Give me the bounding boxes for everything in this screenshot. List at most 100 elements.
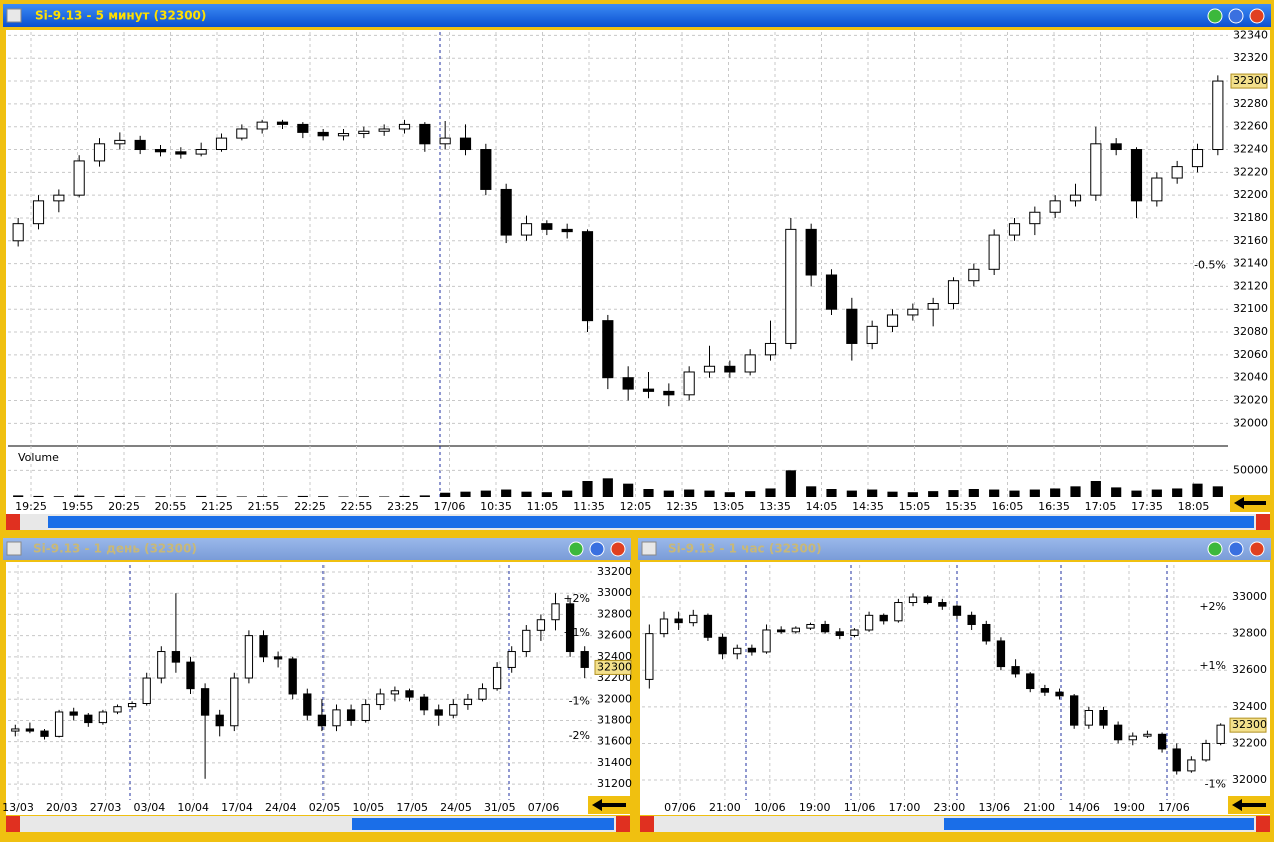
percent-label: -2% xyxy=(569,729,590,742)
volume-bar xyxy=(318,496,329,497)
candle-body xyxy=(724,365,736,373)
percent-label: -0.5% xyxy=(1194,258,1226,271)
volume-bar xyxy=(175,496,186,497)
close-button[interactable] xyxy=(610,541,626,557)
scroll-left[interactable] xyxy=(6,514,20,530)
title-bar[interactable] xyxy=(3,538,631,560)
candle-body xyxy=(967,614,976,625)
x-tick-label: 19:25 xyxy=(15,500,47,513)
candle-body xyxy=(1055,691,1064,697)
candle-body xyxy=(40,730,49,737)
volume-bar xyxy=(643,489,654,497)
minimize-button[interactable] xyxy=(1207,541,1223,557)
candle-body xyxy=(12,223,24,242)
candle-body xyxy=(200,688,210,716)
x-tick-label: 14/06 xyxy=(1068,801,1100,814)
chart-area xyxy=(6,562,630,815)
scroll-right[interactable] xyxy=(1256,816,1270,832)
x-tick-label: 11:05 xyxy=(527,500,559,513)
close-button[interactable] xyxy=(1249,8,1265,24)
y-tick-label: 32180 xyxy=(1233,211,1268,224)
volume-bar xyxy=(196,495,207,497)
candle-body xyxy=(982,623,991,642)
candle-body xyxy=(923,596,932,604)
volume-bar xyxy=(948,490,959,497)
scroll-thumb[interactable] xyxy=(48,516,1254,528)
candle-body xyxy=(520,223,533,236)
candle-body xyxy=(927,303,939,310)
minimize-button[interactable] xyxy=(1207,8,1223,24)
candle-body xyxy=(54,711,64,737)
x-tick-label: 20:55 xyxy=(155,500,187,513)
volume-bar xyxy=(907,492,918,497)
candle-body xyxy=(449,704,458,716)
candle-body xyxy=(565,603,575,653)
window-5min: Si-9.13 - 5 минут (32300) xyxy=(0,0,1274,533)
candle-body xyxy=(1070,695,1079,726)
scroll-right[interactable] xyxy=(616,816,630,832)
candle-body xyxy=(645,633,654,680)
y-tick-label: 32120 xyxy=(1233,279,1268,292)
volume-bar xyxy=(663,490,674,497)
close-button[interactable] xyxy=(1249,541,1265,557)
x-tick-label: 02/05 xyxy=(309,801,341,814)
candle-body xyxy=(215,137,228,151)
candle-body xyxy=(785,228,797,344)
scroll-left[interactable] xyxy=(6,816,20,832)
x-tick-label: 17/06 xyxy=(1158,801,1190,814)
maximize-button[interactable] xyxy=(1228,541,1244,557)
maximize-button[interactable] xyxy=(1228,8,1244,24)
candle-body xyxy=(663,390,675,396)
title-bar[interactable] xyxy=(638,538,1271,560)
volume-bar xyxy=(257,496,268,497)
candle-body xyxy=(73,160,85,196)
candle-body xyxy=(952,605,962,616)
volume-bar xyxy=(1131,490,1142,497)
title-bar[interactable] xyxy=(3,4,1271,27)
y-tick-label: 32200 xyxy=(1232,736,1267,749)
candle-body xyxy=(337,133,350,137)
scroll-thumb[interactable] xyxy=(944,818,1254,830)
candle-body xyxy=(303,693,312,716)
candle-body xyxy=(1090,143,1102,196)
volume-bar xyxy=(1009,490,1020,497)
percent-label: -1% xyxy=(569,695,590,708)
scroll-left[interactable] xyxy=(640,816,654,832)
candle-body xyxy=(703,614,713,638)
candle-body xyxy=(419,696,429,711)
candle-body xyxy=(1040,688,1050,693)
window-daily: Si-9.13 - 1 день (32300) xyxy=(0,533,634,842)
volume-bar xyxy=(135,496,146,497)
candle-body xyxy=(398,123,411,130)
minimize-button[interactable] xyxy=(568,541,584,557)
y-tick-label: 32600 xyxy=(597,629,632,642)
arrow-icon xyxy=(1234,497,1266,509)
volume-bar xyxy=(399,495,410,497)
candle-body xyxy=(332,709,341,727)
scroll-thumb[interactable] xyxy=(352,818,614,830)
maximize-button[interactable] xyxy=(589,541,605,557)
x-tick-label: 07/06 xyxy=(664,801,696,814)
y-tick-label: 32000 xyxy=(1232,773,1267,786)
candle-body xyxy=(762,629,771,653)
volume-bar xyxy=(704,490,715,497)
percent-label: +1% xyxy=(563,626,590,639)
y-tick-label: 32020 xyxy=(1233,394,1268,407)
window-icon xyxy=(641,541,657,556)
volume-bar xyxy=(297,495,308,497)
volume-bar xyxy=(1029,489,1040,497)
candle-body xyxy=(186,661,195,690)
volume-bar xyxy=(277,496,288,497)
x-tick-label: 19:00 xyxy=(1113,801,1145,814)
scroll-right[interactable] xyxy=(1256,514,1270,530)
y-tick-label: 32160 xyxy=(1233,234,1268,247)
y-tick-label: 32100 xyxy=(1233,302,1268,315)
candle-body xyxy=(434,709,443,716)
window-icon xyxy=(6,8,22,23)
plots: 32000 32020 32040 32060 32080 32100 32120 32140… xyxy=(2,28,1268,814)
volume-bar xyxy=(501,489,512,497)
candle-body xyxy=(361,704,370,721)
candle-body xyxy=(463,698,473,706)
percent-label: +2% xyxy=(1199,600,1226,613)
x-tick-label: 16:35 xyxy=(1038,500,1070,513)
